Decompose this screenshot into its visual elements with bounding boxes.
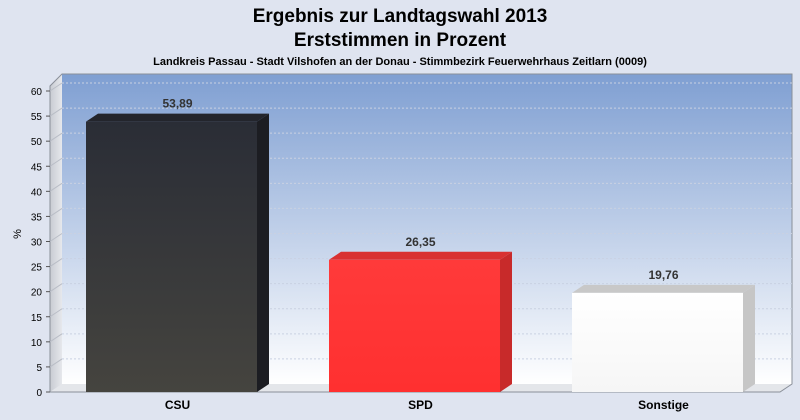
bar-front — [572, 292, 743, 392]
y-tick-label: 60 — [31, 87, 43, 98]
gridline-wall-4 — [49, 283, 63, 293]
bar-value-label: 53,89 — [162, 97, 192, 111]
gridline-wall-11 — [49, 107, 63, 117]
gridline-wall-2 — [49, 333, 63, 343]
bar-sonstige — [572, 284, 755, 392]
bar-csu — [86, 113, 269, 393]
x-tick-label: Sonstige — [638, 398, 689, 412]
plot-frame — [49, 73, 793, 393]
gridline-wall-3 — [49, 308, 63, 318]
gridline-wall-10 — [49, 132, 63, 142]
plot-left-wall — [50, 74, 62, 392]
bar-value-label: 26,35 — [405, 235, 435, 249]
y-tick-label: 30 — [31, 238, 43, 249]
chart-title: Ergebnis zur Landtagswahl 2013 — [253, 6, 548, 27]
chart-subtitle: Erststimmen in Prozent — [294, 30, 507, 51]
bar-front — [329, 259, 500, 392]
y-axis-label: % — [12, 229, 24, 239]
bar-value-label: 19,76 — [648, 268, 678, 282]
x-tick-label: CSU — [165, 398, 190, 412]
y-tick-label: 15 — [31, 313, 43, 324]
y-tick-label: 40 — [31, 187, 43, 198]
gridline-wall-6 — [49, 233, 63, 242]
bar-top — [329, 251, 512, 260]
x-axis: CSU SPD Sonstige — [165, 398, 689, 412]
gridline-wall-8 — [49, 182, 63, 192]
y-tick-label: 35 — [31, 212, 43, 223]
gridline-wall-9 — [49, 157, 63, 167]
bar-side — [257, 113, 269, 393]
bar-top — [86, 113, 269, 122]
y-tick-label: 25 — [31, 263, 43, 274]
bars: 53,89 26,35 19,76 — [86, 97, 755, 393]
y-tick-label: 0 — [36, 388, 42, 399]
bar-side — [500, 251, 512, 392]
y-tick-label: 55 — [31, 112, 43, 123]
y-tick-label: 5 — [36, 363, 42, 374]
bar-top — [572, 284, 755, 293]
bar-spd — [329, 251, 512, 392]
y-tick-label: 10 — [31, 338, 43, 349]
y-tick-label: 20 — [31, 288, 43, 299]
x-tick-label: SPD — [408, 398, 433, 412]
y-tick-label: 45 — [31, 162, 43, 173]
gridline-wall-1 — [49, 358, 63, 368]
y-axis: 0 5 10 15 20 25 30 35 40 45 50 55 60 — [31, 87, 50, 399]
gridline-wall-12 — [49, 82, 63, 92]
bar-side — [743, 284, 755, 392]
gridline-wall-7 — [49, 208, 63, 217]
chart-caption: Landkreis Passau - Stadt Vilshofen an de… — [153, 56, 647, 68]
y-tick-label: 50 — [31, 137, 43, 148]
gridline-wall-5 — [49, 258, 63, 267]
bar-front — [86, 121, 257, 393]
